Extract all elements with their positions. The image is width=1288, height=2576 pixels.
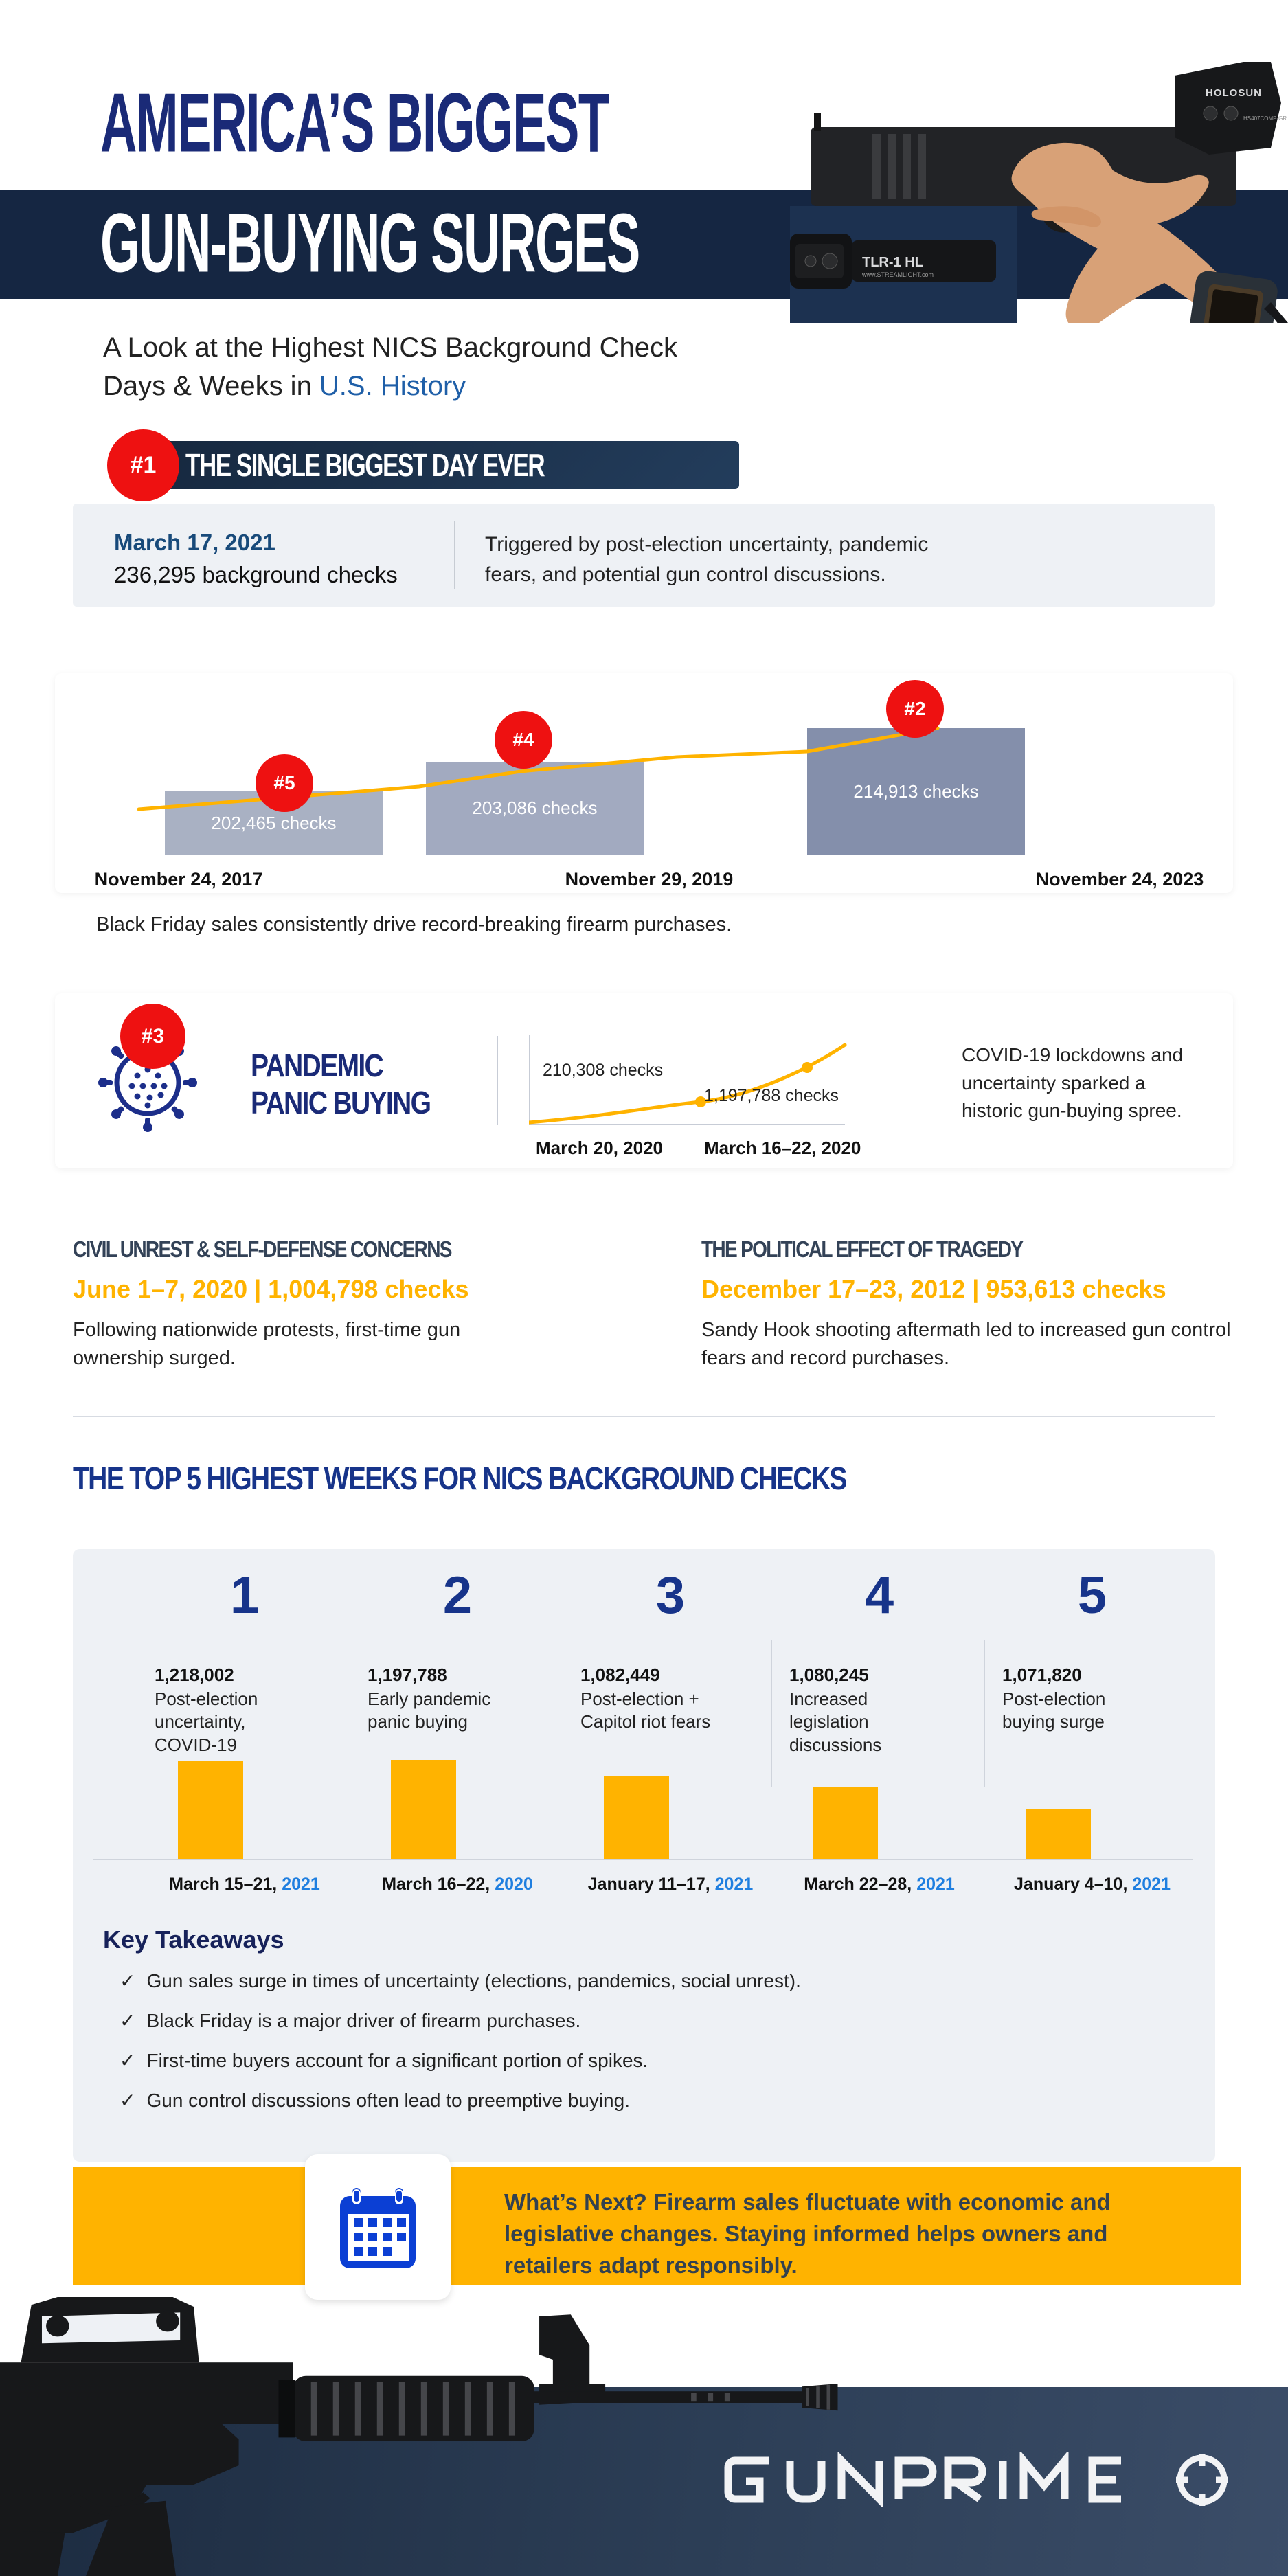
- svg-text:TLR-1 HL: TLR-1 HL: [862, 255, 923, 270]
- svg-text:HOLOSUN: HOLOSUN: [1206, 87, 1262, 99]
- svg-text:HS407COMP-GR: HS407COMP-GR: [1243, 115, 1287, 122]
- svg-text:www.STREAMLIGHT.com: www.STREAMLIGHT.com: [861, 271, 934, 278]
